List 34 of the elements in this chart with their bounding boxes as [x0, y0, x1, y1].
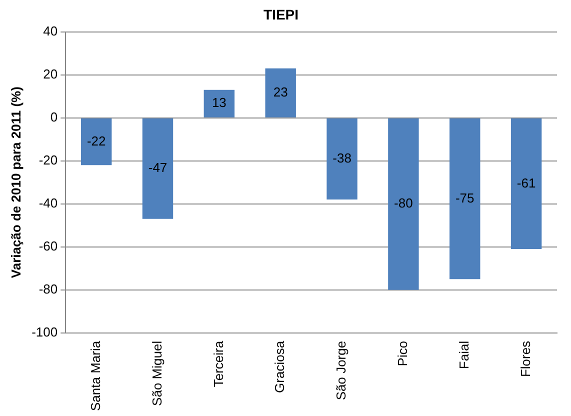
y-tick-label: -20: [38, 152, 58, 168]
x-tick-label: Graciosa: [272, 340, 288, 393]
data-label: -80: [394, 196, 413, 211]
x-tick-label: São Miguel: [149, 340, 164, 406]
y-tick-label: -40: [38, 195, 58, 210]
y-tick-label: -100: [32, 324, 58, 340]
y-tick-label: 20: [43, 66, 58, 82]
x-tick-label: Santa Maria: [88, 340, 103, 412]
x-tick-label: Flores: [518, 340, 533, 378]
bar: [265, 68, 296, 118]
bar: [204, 90, 235, 118]
x-tick-label: Faial: [456, 340, 472, 370]
y-tick-label: 40: [43, 23, 58, 38]
data-label: -61: [516, 175, 536, 190]
x-tick-label: Pico: [395, 340, 410, 366]
y-tick-label: 0: [50, 109, 58, 124]
bar: [450, 118, 480, 280]
y-tick-label: -60: [38, 238, 58, 254]
bar: [142, 118, 174, 219]
data-label: -38: [332, 150, 352, 166]
data-label: 13: [212, 95, 226, 110]
bar: [388, 118, 419, 290]
y-axis-title: Variação de 2010 para 2011 (%): [8, 86, 24, 278]
bar: [326, 118, 358, 200]
x-tick-label: Terceira: [210, 340, 226, 388]
chart-title: TIEPI: [263, 6, 299, 22]
y-tick-label: -80: [38, 281, 58, 296]
x-tick-label: São Jorge: [334, 340, 349, 400]
data-label: 23: [273, 84, 288, 100]
data-label: -75: [455, 190, 474, 206]
bar: [80, 118, 112, 166]
bar: [510, 118, 542, 250]
data-label: -47: [148, 160, 168, 176]
data-label: -22: [86, 133, 106, 148]
